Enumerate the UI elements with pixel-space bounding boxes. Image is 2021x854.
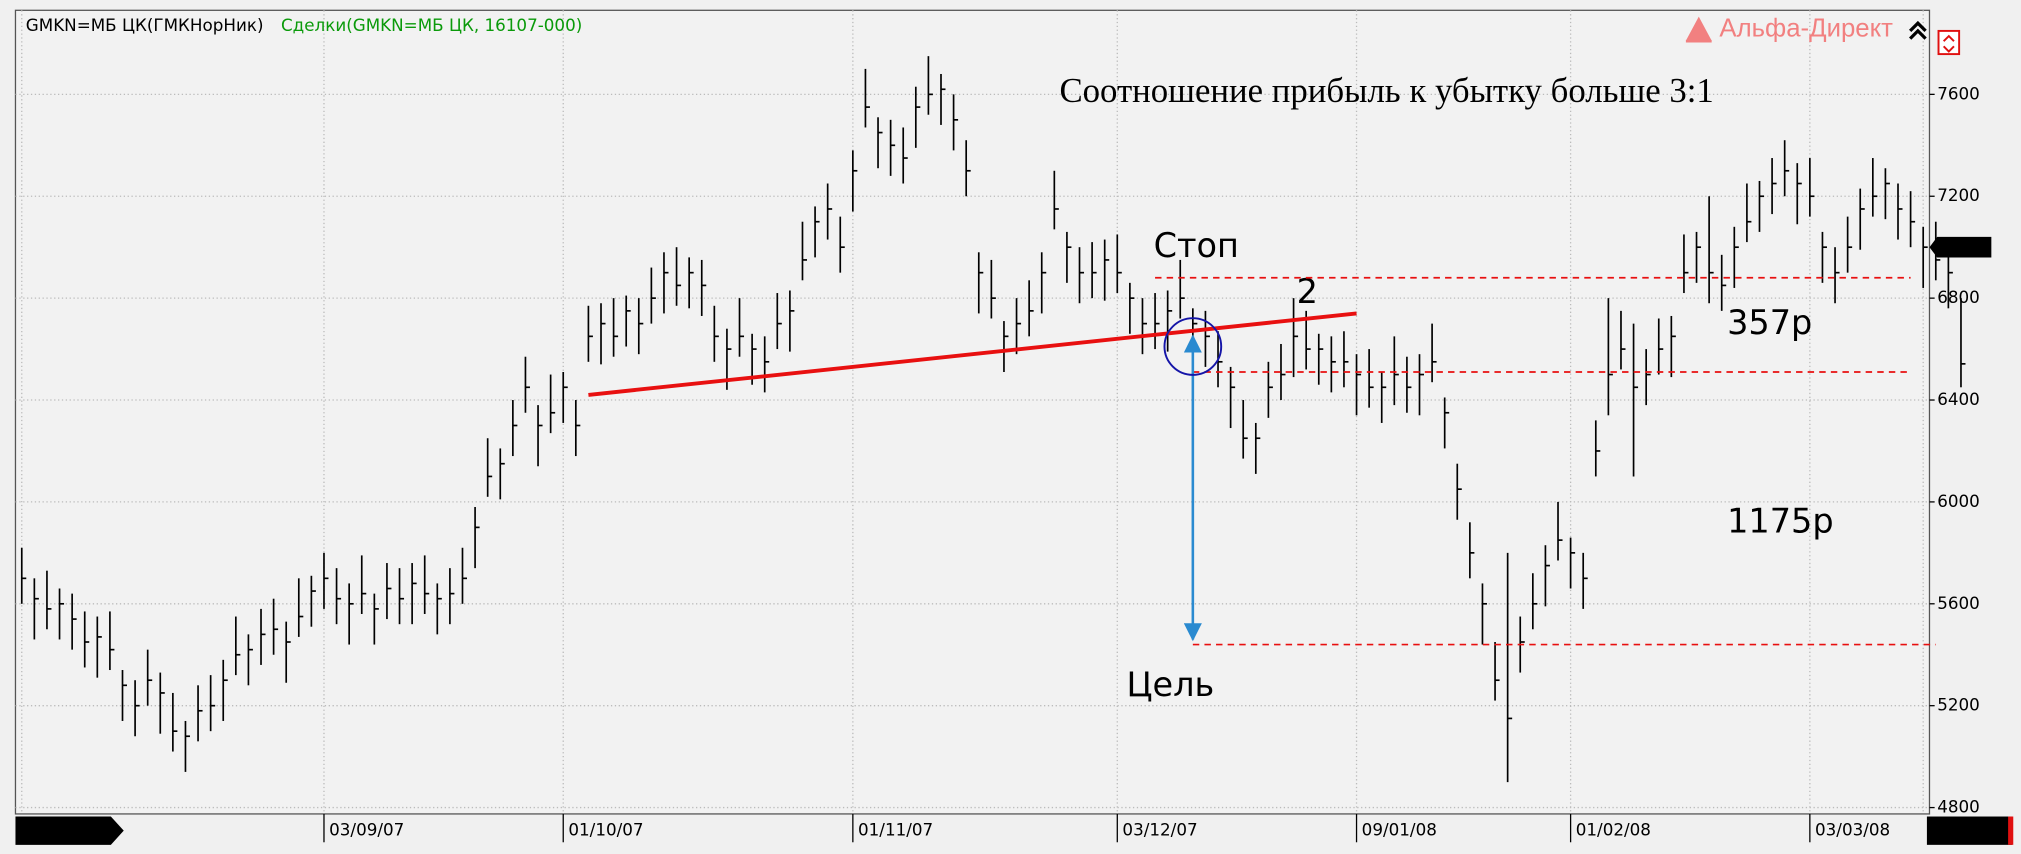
x-tick-label: 01/10/07 [568, 820, 643, 840]
annotation: 357р [1727, 303, 1812, 342]
x-tick-label: 09/01/08 [1362, 820, 1437, 840]
date-badge [1926, 816, 2012, 845]
scroll-icon[interactable] [1937, 29, 1961, 56]
collapse-icon[interactable] [1909, 20, 1927, 40]
scroll-arrows [1942, 34, 1955, 53]
annotation: Цель [1127, 665, 1215, 704]
annotation: 2 [1297, 272, 1318, 311]
y-tick-label: 7200 [1937, 185, 1980, 205]
y-tick-label: 6800 [1937, 287, 1980, 307]
annotation: 1175р [1727, 501, 1834, 540]
annotation-title: Соотношение прибыль к убытку больше 3:1 [1059, 71, 1713, 110]
y-tick-label: 5600 [1937, 593, 1980, 613]
brand: Альфа-Директ [1719, 14, 1893, 42]
y-tick-label: 5200 [1937, 695, 1980, 715]
date-badge-edge [2008, 816, 2014, 845]
x-tick-label: 03/03/08 [1815, 820, 1890, 840]
x-tick-label: 03/12/07 [1122, 820, 1197, 840]
x-tick-label: 03/09/07 [329, 820, 404, 840]
series-name: Сделки(GMKN=МБ ЦК, 16107-000) [281, 15, 582, 35]
last-price-label: 7000 [1940, 236, 1983, 256]
x-tick-label: 01/11/07 [858, 820, 933, 840]
x-tick-label: 31/07/07 [26, 820, 101, 840]
brand-logo [1685, 16, 1712, 43]
y-tick-label: 7600 [1937, 83, 1980, 103]
plot-area [14, 9, 1931, 815]
x-tick-label: 01/02/08 [1576, 820, 1651, 840]
date-badge [15, 816, 124, 845]
trend-line [588, 311, 1357, 397]
y-tick-label: 4800 [1937, 797, 1980, 817]
y-tick-label: 6400 [1937, 389, 1980, 409]
x-tick-label: 17/03/08 [1932, 820, 2007, 840]
instrument: GMKN=МБ ЦК(ГМКНорНик) [26, 15, 264, 35]
annotation: Стоп [1154, 226, 1239, 265]
entry-circle [1163, 317, 1223, 376]
last-price-badge [1929, 236, 1992, 258]
y-tick-label: 6000 [1937, 491, 1980, 511]
